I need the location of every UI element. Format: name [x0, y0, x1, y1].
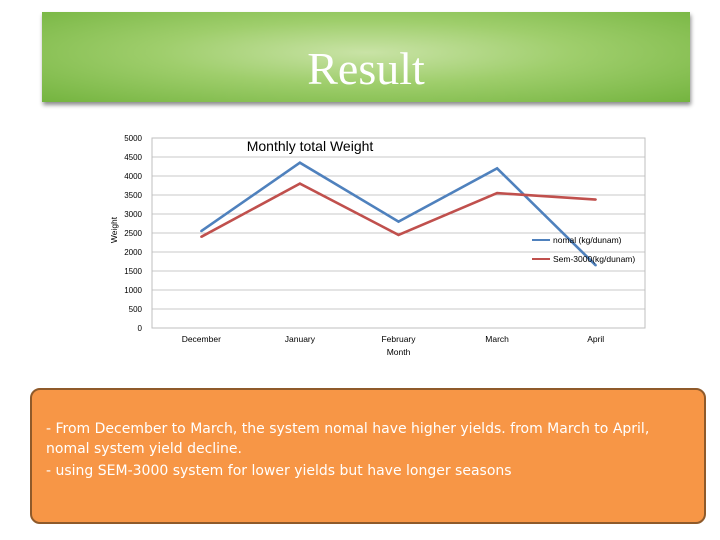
- data-point: [200, 229, 203, 233]
- x-tick-label: December: [182, 334, 221, 344]
- data-point: [298, 161, 302, 164]
- data-point: [594, 264, 597, 267]
- chart-title: Monthly total Weight: [247, 138, 374, 154]
- legend-label-2: Sem-3000(kg/dunam): [553, 254, 635, 264]
- x-tick-label: March: [485, 334, 509, 344]
- x-tick-label: February: [381, 334, 416, 344]
- y-tick-label: 3500: [124, 191, 142, 200]
- data-point: [397, 233, 400, 237]
- summary-note-box: - From December to March, the system nom…: [30, 388, 706, 524]
- data-point: [495, 167, 499, 170]
- data-point: [200, 235, 203, 238]
- x-tick-label: April: [587, 334, 604, 344]
- y-tick-label: 4500: [124, 153, 142, 162]
- plot-border: [151, 137, 646, 329]
- data-point: [298, 182, 302, 185]
- note-line-3: - using SEM-3000 system for lower yields…: [46, 463, 512, 479]
- y-tick-label: 1500: [124, 267, 142, 276]
- y-tick-label: 0: [138, 324, 143, 333]
- y-axis-label: Weight: [109, 216, 119, 243]
- x-axis-label: Month: [387, 347, 411, 357]
- chart-svg: 0 500 1000 1500 2000 2500 3000 3500 4000 4500 5000…: [109, 134, 646, 357]
- y-tick-label: 3000: [124, 210, 142, 219]
- y-tick-label: 2500: [124, 229, 142, 238]
- legend-label-1: nomal (kg/dunam): [553, 235, 622, 245]
- y-tick-label: 500: [129, 305, 143, 314]
- y-tick-label: 5000: [124, 134, 142, 143]
- x-tick-label: January: [285, 334, 316, 344]
- data-point: [397, 220, 400, 223]
- data-point: [495, 191, 499, 195]
- note-line-2: nomal system yield decline.: [46, 441, 242, 457]
- y-tick-label: 2000: [124, 248, 142, 257]
- slide-title: Result: [307, 43, 425, 94]
- title-banner: Result: [42, 12, 690, 102]
- weight-line-chart: 0 500 1000 1500 2000 2500 3000 3500 4000 4500 5000…: [100, 128, 660, 368]
- y-tick-label: 4000: [124, 172, 142, 181]
- data-point: [594, 198, 597, 201]
- y-tick-label: 1000: [124, 286, 142, 295]
- note-line-1: - From December to March, the system nom…: [46, 421, 650, 437]
